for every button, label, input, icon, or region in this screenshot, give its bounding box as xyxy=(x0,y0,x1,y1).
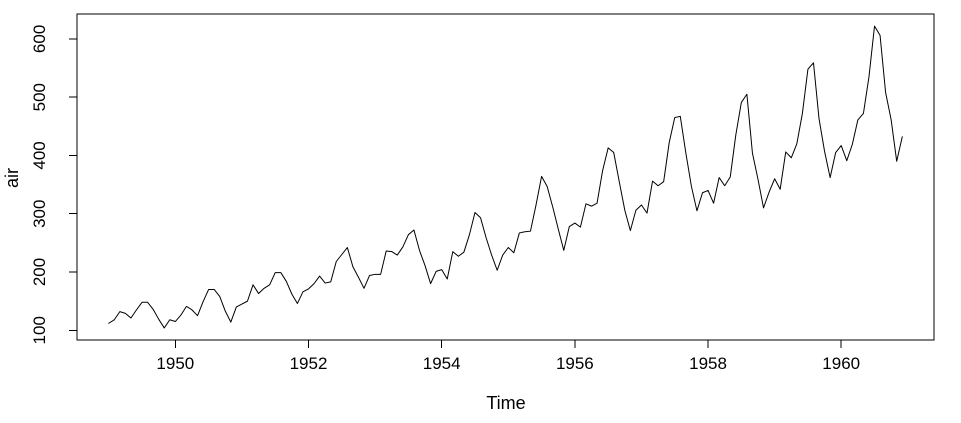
y-tick-label: 100 xyxy=(30,316,49,344)
x-tick-label: 1950 xyxy=(156,354,194,373)
y-tick-label: 200 xyxy=(30,258,49,286)
x-tick-label: 1956 xyxy=(556,354,594,373)
y-tick-label: 300 xyxy=(30,200,49,228)
x-tick-label: 1958 xyxy=(689,354,727,373)
y-axis-ticks: 100 200 300 400 500 600 xyxy=(30,25,77,344)
plot-box xyxy=(76,13,935,341)
x-axis-title: Time xyxy=(486,393,525,413)
x-tick-label: 1952 xyxy=(290,354,328,373)
x-tick-label: 1960 xyxy=(822,354,860,373)
x-tick-label: 1954 xyxy=(423,354,461,373)
data-line xyxy=(108,25,903,329)
y-tick-label: 500 xyxy=(30,83,49,111)
y-tick-label: 600 xyxy=(30,25,49,53)
x-axis-ticks: 1950 1952 1954 1956 1958 1960 xyxy=(156,340,860,373)
y-axis-title: air xyxy=(2,168,22,188)
data-line-series xyxy=(108,25,903,329)
y-tick-label: 400 xyxy=(30,141,49,169)
